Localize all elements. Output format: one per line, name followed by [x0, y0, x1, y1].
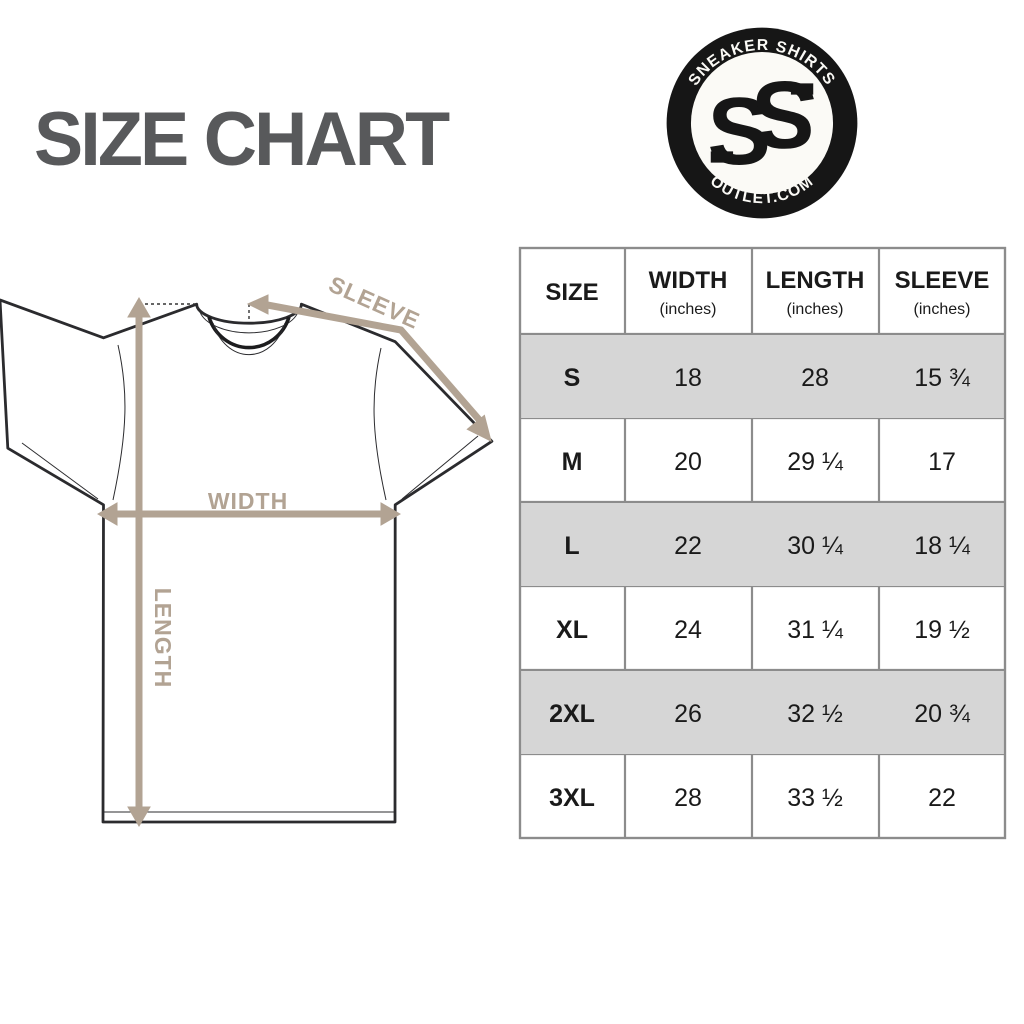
svg-text:SLEEVE: SLEEVE: [895, 267, 990, 294]
svg-text:22: 22: [674, 532, 702, 560]
svg-text:32 ½: 32 ½: [787, 700, 843, 728]
svg-text:S: S: [564, 364, 581, 392]
svg-text:17: 17: [928, 448, 956, 476]
svg-text:20: 20: [674, 448, 702, 476]
svg-text:(inches): (inches): [787, 301, 844, 318]
svg-text:M: M: [562, 448, 583, 476]
svg-text:29 ¼: 29 ¼: [787, 448, 844, 476]
svg-text:WIDTH: WIDTH: [649, 267, 728, 294]
svg-text:31 ¼: 31 ¼: [787, 616, 844, 644]
svg-text:19 ½: 19 ½: [914, 616, 970, 644]
svg-text:XL: XL: [556, 616, 588, 644]
svg-text:18 ¼: 18 ¼: [914, 532, 971, 560]
svg-text:(inches): (inches): [914, 301, 971, 318]
svg-text:24: 24: [674, 616, 702, 644]
svg-text:28: 28: [801, 364, 829, 392]
svg-text:33 ½: 33 ½: [787, 784, 843, 812]
svg-text:L: L: [564, 532, 579, 560]
svg-text:22: 22: [928, 784, 956, 812]
svg-text:30 ¼: 30 ¼: [787, 532, 844, 560]
svg-text:LENGTH: LENGTH: [766, 267, 865, 294]
svg-text:18: 18: [674, 364, 702, 392]
svg-text:(inches): (inches): [660, 301, 717, 318]
svg-text:28: 28: [674, 784, 702, 812]
svg-text:26: 26: [674, 700, 702, 728]
svg-text:20 ¾: 20 ¾: [914, 700, 971, 728]
svg-text:15 ¾: 15 ¾: [914, 364, 971, 392]
svg-text:3XL: 3XL: [549, 784, 595, 812]
svg-text:2XL: 2XL: [549, 700, 595, 728]
svg-text:SIZE: SIZE: [545, 279, 598, 306]
